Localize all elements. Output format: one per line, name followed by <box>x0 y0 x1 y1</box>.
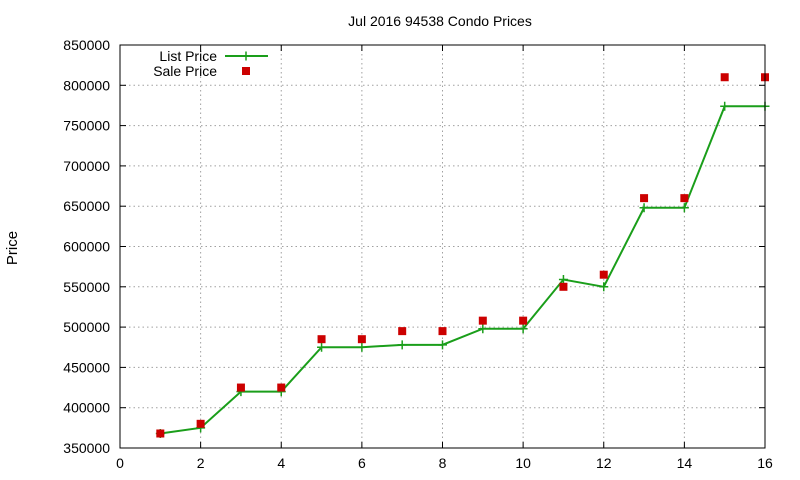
sale-price-point <box>236 383 245 392</box>
list-price-point <box>639 203 649 213</box>
y-tick-label: 750000 <box>63 118 110 134</box>
sale-price-point <box>438 327 447 336</box>
y-axis-label: Price <box>4 231 21 265</box>
legend-label-list-price: List Price <box>159 48 217 64</box>
sale-price-point <box>599 270 608 279</box>
x-tick-label: 4 <box>277 455 285 471</box>
list-price-point <box>679 203 689 213</box>
sale-price-point <box>680 194 689 203</box>
y-tick-labels: 350000 400000 450000 500000 550000 600000 6500… <box>63 37 110 456</box>
x-tick-label: 12 <box>596 455 612 471</box>
y-tick-label: 350000 <box>63 440 110 456</box>
sale-price-point <box>398 327 407 336</box>
y-tick-label: 600000 <box>63 239 110 255</box>
y-tick-label: 850000 <box>63 37 110 53</box>
x-tick-label: 0 <box>116 455 124 471</box>
sale-price-point <box>519 316 528 325</box>
x-tick-label: 14 <box>677 455 693 471</box>
y-tick-label: 550000 <box>63 279 110 295</box>
list-price-point <box>558 275 568 285</box>
chart-title: Jul 2016 94538 Condo Prices <box>348 13 532 29</box>
legend-label-sale-price: Sale Price <box>153 63 217 79</box>
sale-price-point <box>559 282 568 291</box>
series-sale-price <box>156 73 769 438</box>
x-tick-label: 8 <box>439 455 447 471</box>
x-tick-label: 16 <box>757 455 773 471</box>
list-price-point <box>518 324 528 334</box>
sale-price-point <box>156 429 165 438</box>
y-tick-label: 500000 <box>63 319 110 335</box>
data-series <box>155 73 770 438</box>
x-tick-label: 10 <box>515 455 531 471</box>
series-list-price <box>155 101 770 438</box>
sale-price-point <box>277 383 286 392</box>
list-price-line <box>160 105 765 435</box>
sale-price-point <box>720 73 729 82</box>
plot-frame <box>119 44 766 449</box>
list-price-point <box>357 342 367 352</box>
list-price-point <box>478 324 488 334</box>
sale-price-point <box>317 335 326 344</box>
legend: List Price Sale Price <box>153 48 268 79</box>
y-tick-label: 700000 <box>63 158 110 174</box>
x-tick-label: 2 <box>197 455 205 471</box>
list-price-point <box>720 101 730 111</box>
sale-price-point <box>357 335 366 344</box>
list-price-point <box>599 282 609 292</box>
sale-price-point <box>196 419 205 428</box>
sale-price-point <box>478 316 487 325</box>
list-price-point <box>438 340 447 350</box>
x-tick-labels: 0 2 4 6 8 10 12 14 16 <box>116 455 773 471</box>
y-tick-label: 800000 <box>63 77 110 93</box>
y-tick-label: 650000 <box>63 198 110 214</box>
sale-price-point <box>640 194 649 203</box>
y-tick-label: 450000 <box>63 359 110 375</box>
y-tick-label: 400000 <box>63 400 110 416</box>
list-price-point <box>397 340 407 350</box>
legend-marker-sale-price <box>242 67 250 75</box>
x-tick-label: 6 <box>358 455 366 471</box>
list-price-point <box>317 342 327 352</box>
grid-lines <box>120 45 765 448</box>
legend-marker-list-price <box>241 51 251 61</box>
